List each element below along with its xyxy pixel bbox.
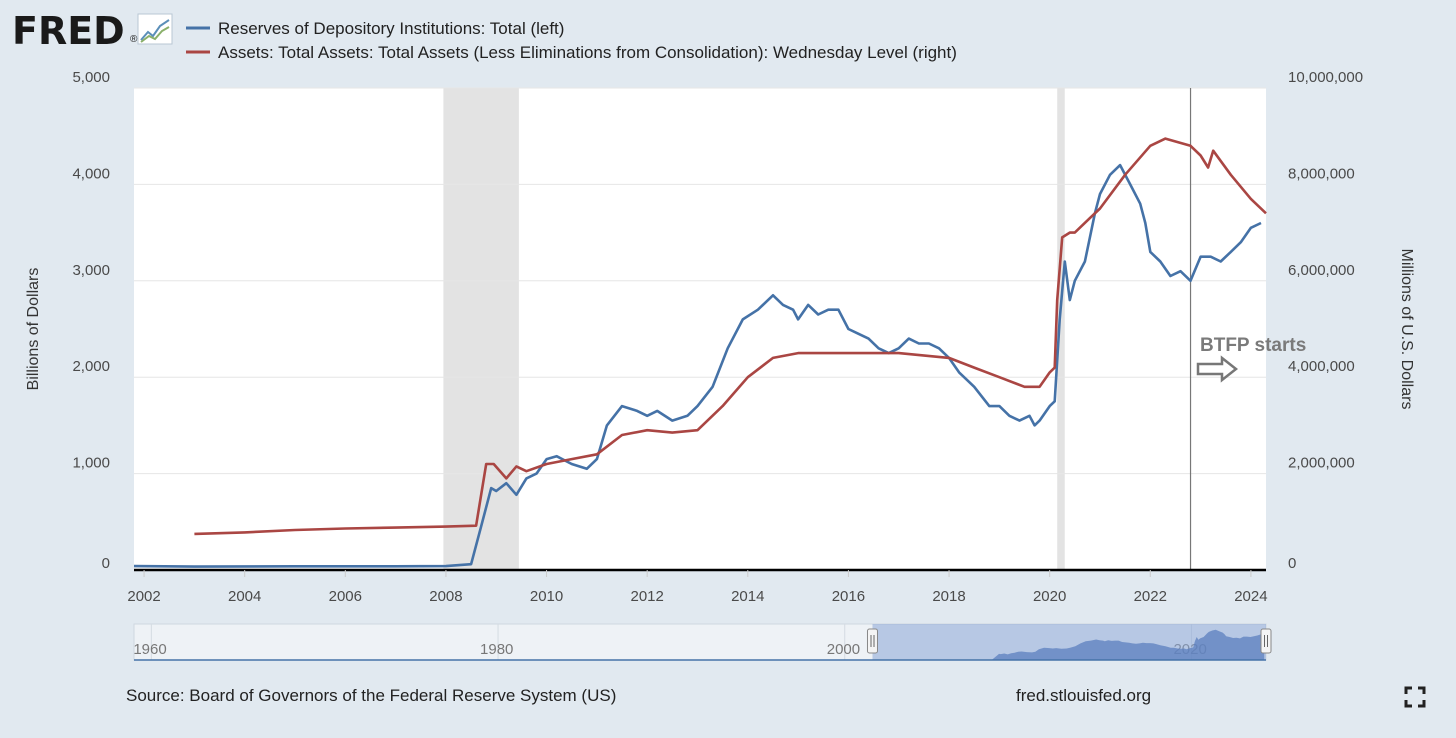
recession-band-1	[1057, 88, 1065, 570]
navigator-tick-label: 1980	[480, 641, 513, 658]
navigator-handle-right[interactable]	[1260, 628, 1272, 654]
x-tick-label: 2024	[1234, 588, 1267, 605]
series-lines	[133, 137, 1267, 568]
y-left-tick-label: 1,000	[72, 455, 110, 472]
x-tick-label: 2012	[630, 588, 663, 605]
y-left-tick-label: 3,000	[72, 262, 110, 279]
y-left-ticks: 0 1,000 2,000 3,000 4,000 5,000	[72, 69, 110, 572]
site-link[interactable]: fred.stlouisfed.org	[1016, 686, 1152, 705]
x-tick-label: 2008	[429, 588, 462, 605]
x-tick-label: 2016	[832, 588, 865, 605]
logo-chart-icon	[137, 13, 173, 45]
series-line-assets[interactable]	[194, 137, 1267, 536]
legend-item-reserves[interactable]: Reserves of Depository Institutions: Tot…	[186, 19, 564, 38]
y-left-tick-label: 0	[102, 555, 110, 572]
legend: Reserves of Depository Institutions: Tot…	[186, 19, 957, 62]
y-right-tick-label: 0	[1288, 555, 1296, 572]
y-right-tick-label: 4,000,000	[1288, 358, 1355, 375]
y-left-axis-title: Billions of Dollars	[25, 268, 42, 391]
x-tick-label: 2018	[932, 588, 965, 605]
fullscreen-icon[interactable]	[1404, 686, 1426, 708]
legend-label-assets: Assets: Total Assets: Total Assets (Less…	[218, 43, 957, 62]
legend-item-assets[interactable]: Assets: Total Assets: Total Assets (Less…	[186, 43, 957, 62]
x-tick-label: 2004	[228, 588, 261, 605]
x-tick-label: 2006	[329, 588, 362, 605]
y-right-tick-label: 8,000,000	[1288, 165, 1355, 182]
fred-logo[interactable]: FRED ®	[12, 9, 173, 53]
x-tick-label: 2010	[530, 588, 563, 605]
y-left-tick-label: 5,000	[72, 69, 110, 86]
navigator-handle-left[interactable]	[866, 628, 878, 654]
arrow-right-icon	[1196, 355, 1239, 383]
logo-text: FRED	[12, 9, 125, 53]
gridlines	[134, 87, 1266, 475]
x-axis-ticks: 2002 2004 2006 2008 2010 2012 2014 2016 2018 2020…	[127, 570, 1268, 605]
x-tick-label: 2014	[731, 588, 764, 605]
navigator-tick-label: 2000	[827, 641, 860, 658]
y-left-tick-label: 2,000	[72, 358, 110, 375]
x-tick-label: 2022	[1134, 588, 1167, 605]
y-left-tick-label: 4,000	[72, 165, 110, 182]
series-line-reserves[interactable]	[133, 163, 1262, 568]
logo-registered: ®	[130, 34, 138, 45]
y-right-tick-label: 10,000,000	[1288, 69, 1363, 86]
y-right-ticks: 0 2,000,000 4,000,000 6,000,000 8,000,000 10,…	[1288, 69, 1363, 572]
btfp-annotation: BTFP starts	[1196, 335, 1306, 383]
navigator-tick-label: 1960	[133, 641, 166, 658]
navigator-series-area	[876, 629, 1265, 660]
y-right-axis-title: Millions of U.S. Dollars	[1398, 249, 1415, 410]
plot-area	[134, 88, 1266, 570]
source-text: Source: Board of Governors of the Federa…	[126, 686, 617, 705]
y-right-tick-label: 2,000,000	[1288, 455, 1355, 472]
btfp-annotation-text: BTFP starts	[1200, 335, 1306, 356]
navigator[interactable]: 1960198020002020	[133, 623, 1272, 661]
x-tick-label: 2020	[1033, 588, 1066, 605]
x-tick-label: 2002	[127, 588, 160, 605]
y-right-tick-label: 6,000,000	[1288, 262, 1355, 279]
legend-label-reserves: Reserves of Depository Institutions: Tot…	[218, 19, 564, 38]
